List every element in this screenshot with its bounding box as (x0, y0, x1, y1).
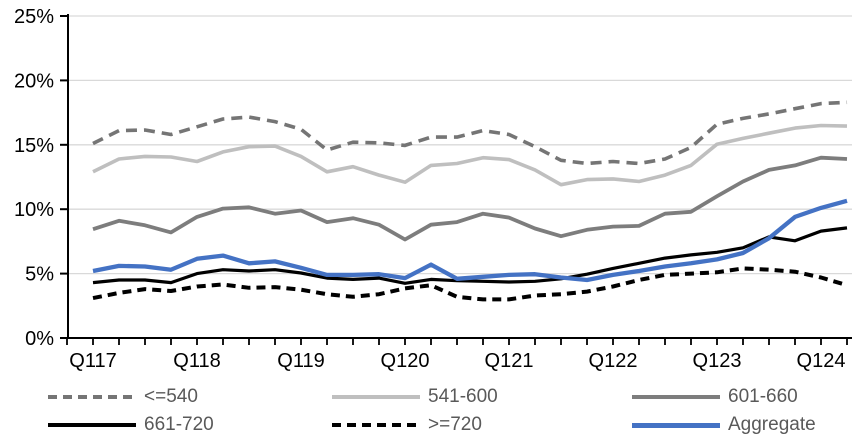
legend-entry: 541-600 (332, 387, 498, 407)
legend-line-sample (48, 395, 136, 399)
x-axis-tick-label: Q119 (277, 350, 324, 372)
legend-entry: <=540 (48, 387, 198, 407)
y-axis-tick-label: 15% (14, 135, 54, 157)
legend-line-sample (632, 422, 720, 428)
y-axis-tick-label: 10% (14, 199, 54, 221)
legend-label: <=540 (144, 386, 198, 407)
x-axis-tick-label: Q118 (173, 350, 220, 372)
legend-label: 541-600 (428, 386, 498, 407)
y-axis-tick-label: 20% (14, 70, 54, 92)
y-axis-tick-label: 25% (14, 6, 54, 28)
legend-entry: Aggregate (632, 415, 816, 435)
legend-label: 601-660 (728, 386, 798, 407)
series-line-720 (92, 266, 848, 302)
x-axis-tick-label: Q123 (693, 350, 742, 372)
series-line-Aggregate (92, 198, 848, 283)
x-axis-tick-label: Q120 (381, 350, 430, 372)
y-axis-tick-label: 0% (25, 328, 54, 350)
x-axis-tick-label: Q117 (69, 350, 116, 372)
legend-entry: 601-660 (632, 387, 798, 407)
y-axis-tick-label: 5% (25, 264, 54, 286)
x-axis-tick-label: Q124 (797, 350, 846, 372)
x-axis-tick-label: Q121 (485, 350, 534, 372)
series-line-541-600 (92, 123, 848, 187)
x-axis-tick-label: Q122 (589, 350, 638, 372)
legend-line-sample (632, 395, 720, 399)
legend-line-sample (332, 395, 420, 399)
legend-entry: 661-720 (48, 415, 214, 435)
series-line-601-660 (92, 155, 848, 242)
legend-label: Aggregate (728, 414, 816, 435)
legend-line-sample (48, 423, 136, 427)
legend-entry: >=720 (332, 415, 482, 435)
series-line-661-720 (92, 226, 848, 285)
legend-label: 661-720 (144, 414, 214, 435)
series-line-540 (92, 100, 848, 166)
legend-label: >=720 (428, 414, 482, 435)
legend-line-sample (332, 423, 420, 427)
